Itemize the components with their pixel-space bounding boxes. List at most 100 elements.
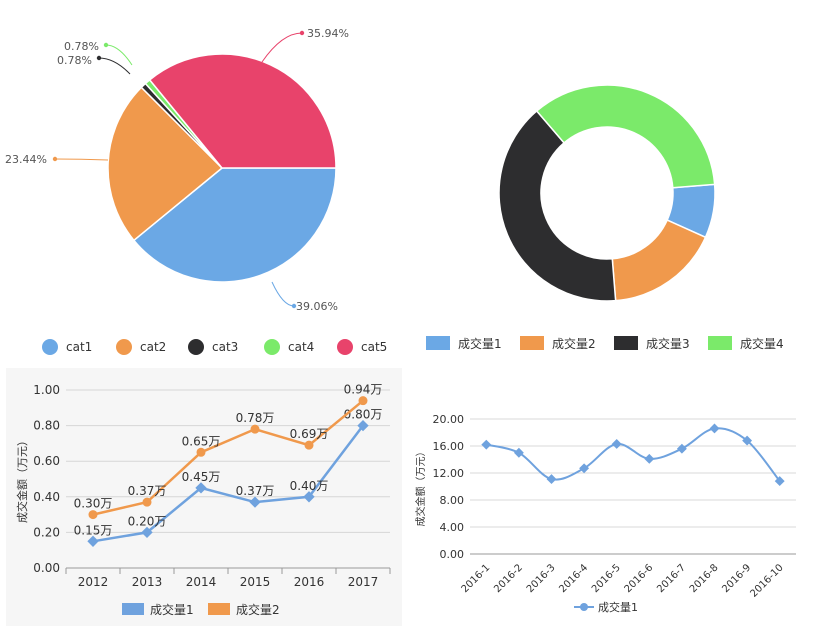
x-tick-label: 2016 bbox=[294, 575, 325, 589]
pie-label-connector bbox=[271, 281, 295, 307]
x-tick-label: 2016-9 bbox=[720, 562, 753, 595]
data-label: 0.94万 bbox=[344, 383, 383, 397]
data-point bbox=[676, 443, 687, 454]
x-tick-label: 2016-4 bbox=[557, 562, 590, 595]
pie-data-label: 0.78% bbox=[64, 40, 99, 53]
data-point bbox=[481, 439, 492, 450]
legend-label: cat5 bbox=[361, 340, 387, 354]
y-tick-label: 20.00 bbox=[433, 413, 465, 426]
y-tick-label: 0.20 bbox=[33, 525, 60, 539]
legend-label: 成交量1 bbox=[458, 336, 502, 351]
pie-label-dot bbox=[52, 156, 58, 162]
pie-chart: 39.06% 23.44% 0.78%0.78% 35.94% cat1 cat2 cat3… bbox=[5, 27, 387, 355]
legend-label: 成交量1 bbox=[598, 600, 638, 614]
pie-slice-cat1 bbox=[132, 167, 337, 283]
line-chart-monthly-panel: 0.00 4.00 8.00 12.00 16.00 20.00 2016-1 2016-2 2… bbox=[408, 372, 819, 631]
line-chart-yearly: 0.00 0.20 0.40 0.60 0.80 1.00 2012 2013 2014 2015… bbox=[15, 383, 391, 617]
pie-slice-cat5 bbox=[148, 53, 337, 169]
legend-marker-成交量2 bbox=[208, 603, 230, 615]
pie-data-label: 35.94% bbox=[307, 27, 349, 40]
legend-marker-cat1 bbox=[42, 339, 58, 355]
data-point bbox=[546, 474, 557, 485]
x-tick-label: 2016-1 bbox=[460, 562, 493, 595]
legend-label: 成交量3 bbox=[646, 336, 690, 351]
data-point bbox=[304, 440, 314, 450]
legend-label: 成交量2 bbox=[236, 602, 280, 617]
pie-label-connector bbox=[54, 158, 109, 161]
y-tick-label: 8.00 bbox=[440, 494, 465, 507]
x-tick-label: 2016-3 bbox=[525, 562, 558, 595]
legend-marker-成交量2 bbox=[520, 336, 544, 350]
legend-marker-cat3 bbox=[188, 339, 204, 355]
data-label: 0.45万 bbox=[182, 470, 221, 484]
data-point bbox=[142, 497, 152, 507]
x-tick-label: 2016-2 bbox=[492, 562, 525, 595]
data-label: 0.20万 bbox=[128, 514, 167, 528]
x-tick-label: 2017 bbox=[348, 575, 379, 589]
x-tick-label: 2016-6 bbox=[623, 562, 656, 595]
data-label: 0.65万 bbox=[182, 434, 221, 448]
data-point bbox=[87, 535, 99, 547]
x-tick-label: 2013 bbox=[132, 575, 163, 589]
data-point bbox=[250, 424, 260, 434]
legend-label: cat1 bbox=[66, 340, 92, 354]
legend-marker-成交量1 bbox=[580, 603, 588, 611]
pie-data-label: 39.06% bbox=[296, 300, 338, 313]
pie-label-dot bbox=[96, 55, 102, 61]
legend-marker-cat4 bbox=[264, 339, 280, 355]
donut-chart-panel: 成交量1 成交量2 成交量3 成交量4 bbox=[410, 0, 819, 362]
data-point bbox=[709, 423, 720, 434]
pie-label-connector bbox=[261, 32, 303, 63]
data-label: 0.78万 bbox=[236, 411, 275, 425]
data-point bbox=[249, 496, 261, 508]
data-label: 0.30万 bbox=[74, 497, 113, 511]
series-line-成交量1 bbox=[92, 424, 364, 543]
pie-data-label: 0.78% bbox=[57, 54, 92, 67]
y-axis-label: 成交金额（万元） bbox=[414, 447, 427, 527]
y-tick-label: 0.00 bbox=[33, 561, 60, 575]
data-label: 0.37万 bbox=[128, 484, 167, 498]
data-label: 0.15万 bbox=[74, 523, 113, 537]
legend-label: cat4 bbox=[288, 340, 314, 354]
donut-slice-成交量4 bbox=[535, 84, 716, 189]
data-label: 0.37万 bbox=[236, 484, 275, 498]
data-point bbox=[303, 491, 315, 503]
y-tick-label: 0.80 bbox=[33, 419, 60, 433]
legend-label: 成交量4 bbox=[740, 336, 784, 351]
donut-slice-成交量2 bbox=[611, 219, 707, 302]
legend-label: cat2 bbox=[140, 340, 166, 354]
pie-label-dot bbox=[103, 42, 109, 48]
y-axis-label: 成交金额（万元） bbox=[15, 435, 29, 523]
legend-label: cat3 bbox=[212, 340, 238, 354]
donut-chart: 成交量1 成交量2 成交量3 成交量4 bbox=[426, 84, 784, 351]
y-tick-label: 16.00 bbox=[433, 440, 465, 453]
data-point bbox=[141, 526, 153, 539]
pie-data-label: 23.44% bbox=[5, 153, 47, 166]
legend-marker-成交量4 bbox=[708, 336, 732, 350]
x-tick-label: 2016-10 bbox=[748, 562, 785, 599]
y-tick-label: 0.40 bbox=[33, 490, 60, 504]
y-tick-label: 1.00 bbox=[33, 383, 60, 397]
legend-marker-成交量1 bbox=[426, 336, 450, 350]
pie-slice-cat2 bbox=[107, 86, 224, 242]
x-tick-label: 2014 bbox=[186, 575, 217, 589]
pie-chart-panel: 39.06% 23.44% 0.78% 0.78% 35.94% cat1 cat2 cat3… bbox=[0, 0, 410, 362]
legend-marker-cat2 bbox=[116, 339, 132, 355]
x-tick-label: 2016-7 bbox=[655, 562, 688, 595]
data-point bbox=[358, 396, 368, 406]
pie-label-dot bbox=[299, 30, 305, 36]
legend-marker-cat5 bbox=[337, 339, 353, 355]
legend-marker-成交量3 bbox=[614, 336, 638, 350]
x-tick-label: 2015 bbox=[240, 575, 271, 589]
legend-label: 成交量2 bbox=[552, 336, 596, 351]
data-point bbox=[196, 447, 206, 457]
pie-label-connector bbox=[98, 57, 131, 75]
legend-label: 成交量1 bbox=[150, 602, 194, 617]
series-line-成交量2 bbox=[92, 399, 364, 516]
data-label: 0.80万 bbox=[344, 408, 383, 422]
data-point bbox=[644, 453, 655, 464]
data-label: 0.69万 bbox=[290, 427, 329, 441]
pie-label-dot bbox=[291, 303, 297, 309]
data-point bbox=[774, 476, 785, 487]
